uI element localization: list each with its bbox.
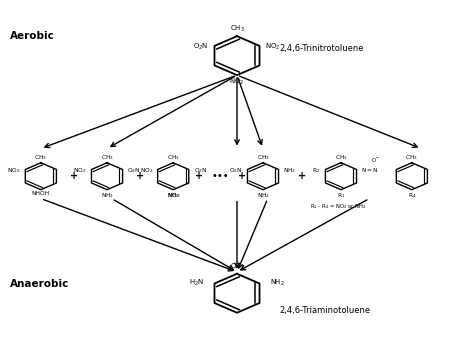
Text: NO$_2$: NO$_2$	[265, 42, 281, 52]
Text: +: +	[298, 171, 306, 181]
Text: CH$_3$: CH$_3$	[256, 153, 269, 162]
Text: CH$_3$: CH$_3$	[100, 153, 113, 162]
Text: NH$_2$: NH$_2$	[270, 278, 285, 288]
Text: CH$_3$: CH$_3$	[335, 153, 347, 162]
Text: R$_2$: R$_2$	[312, 166, 320, 174]
Text: CH$_3$: CH$_3$	[167, 153, 180, 162]
Text: O$_2$N: O$_2$N	[229, 166, 243, 174]
Text: +: +	[195, 171, 203, 181]
Text: CH$_3$: CH$_3$	[405, 153, 418, 162]
Text: NH$_2$: NH$_2$	[256, 191, 269, 200]
Text: O$_2$N: O$_2$N	[193, 42, 209, 52]
Text: NHOH: NHOH	[32, 191, 50, 196]
Text: CH$_3$: CH$_3$	[229, 24, 245, 35]
Text: O$^-$: O$^-$	[371, 156, 380, 164]
Text: Anaerobic: Anaerobic	[10, 279, 70, 289]
Text: NO$_2$: NO$_2$	[7, 166, 20, 174]
Text: H$_2$N: H$_2$N	[189, 278, 204, 288]
Text: O$_2$N: O$_2$N	[193, 166, 207, 174]
Text: R$_1$ - R$_4$ = NO$_2$ or NH$_2$: R$_1$ - R$_4$ = NO$_2$ or NH$_2$	[310, 202, 367, 211]
Text: 2,4,6-Trinitrotoluene: 2,4,6-Trinitrotoluene	[280, 44, 364, 53]
Text: +: +	[70, 171, 78, 181]
Text: NH$_2$: NH$_2$	[283, 166, 296, 174]
Text: R$_4$: R$_4$	[408, 191, 416, 200]
Text: +: +	[136, 171, 144, 181]
Text: NH$_2$: NH$_2$	[167, 191, 180, 200]
Text: NO$_2$: NO$_2$	[166, 191, 180, 200]
Text: NO$_2$: NO$_2$	[139, 166, 153, 174]
Text: CH$_3$: CH$_3$	[35, 153, 47, 162]
Text: NO$_2$: NO$_2$	[73, 166, 87, 174]
Text: 2,4,6-Triaminotoluene: 2,4,6-Triaminotoluene	[280, 307, 371, 315]
Text: N$=$N: N$=$N	[361, 166, 379, 174]
Text: •••: •••	[212, 171, 229, 181]
Text: NH$_2$: NH$_2$	[100, 191, 113, 200]
Text: R$_1$: R$_1$	[337, 191, 345, 200]
Text: +: +	[237, 171, 246, 181]
Text: NO$_2$: NO$_2$	[229, 77, 245, 87]
Text: Aerobic: Aerobic	[10, 31, 55, 41]
Text: CH$_3$: CH$_3$	[229, 262, 245, 272]
Text: O$_2$N: O$_2$N	[128, 166, 141, 174]
